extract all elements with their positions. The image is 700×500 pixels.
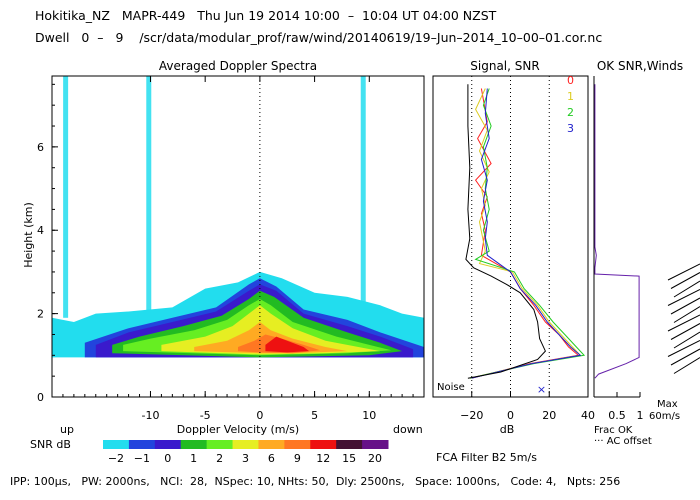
colorbar-swatch	[128, 440, 156, 449]
artifact-stripe	[146, 76, 152, 318]
colorbar-swatch	[310, 440, 337, 449]
dwell-file-path: Dwell 0 – 9 /scr/data/modular_prof/raw/w…	[35, 30, 603, 45]
colorbar-tick-label: 1	[190, 452, 197, 465]
wind-arrow	[673, 331, 700, 349]
spectra-panel: -10 -5 0 5 10 0 2 4 6	[37, 75, 425, 422]
signal-series-2	[469, 88, 586, 379]
legend-entry-0: 0	[567, 74, 574, 87]
colorbar-swatch	[180, 440, 208, 449]
x-tick-label: 5	[311, 409, 318, 422]
wind-arrow	[670, 348, 700, 366]
y-tick-label: 2	[37, 308, 44, 321]
winds-x-tick-label: 0.5	[608, 409, 626, 422]
winds-x-tick-label: 1	[637, 409, 644, 422]
frac-ok-label: Frac OK	[594, 425, 633, 436]
signal-series-1	[469, 88, 582, 379]
signal-series-3	[471, 88, 582, 379]
signal-series-0	[471, 88, 580, 379]
legend-entry-2: 2	[567, 106, 574, 119]
wind-arrow	[670, 297, 700, 315]
signal-x-tick-label: 0	[507, 409, 514, 422]
wind-arrow	[673, 306, 700, 323]
colorbar-tick-label: −1	[134, 452, 150, 465]
signal-title: Signal, SNR	[470, 59, 539, 73]
wind-arrow	[673, 280, 700, 298]
legend-entry-1: 1	[567, 90, 574, 103]
y-tick-label: 6	[37, 141, 44, 154]
snr-contour-12	[265, 336, 310, 353]
winds-title: OK SNR,Winds	[597, 59, 683, 73]
snr-colorbar: −2 −1 0 1 2 3 6 9 12 15 20	[103, 440, 389, 465]
radar-parameters: IPP: 100μs, PW: 2000ns, NCI: 28, NSpec: …	[10, 475, 621, 488]
colorbar-swatch	[154, 440, 182, 449]
wind-arrow	[667, 340, 700, 357]
spectra-title: Averaged Doppler Spectra	[159, 59, 317, 73]
ac-offset-label: ··· AC offset	[594, 436, 652, 447]
x-axis-label: Doppler Velocity (m/s)	[177, 423, 299, 436]
colorbar-tick-label: 20	[368, 452, 382, 465]
signal-panel: −20 0 20 40 0 1 2 3 ×	[432, 74, 595, 422]
down-label: down	[393, 423, 423, 436]
colorbar-tick-label: 15	[342, 452, 356, 465]
signal-x-tick-label: 40	[581, 409, 595, 422]
plot-title: Hokitika_NZ MAPR-449 Thu Jun 19 2014 10:…	[35, 8, 497, 23]
artifact-stripe	[63, 76, 69, 318]
colorbar-tick-label: 3	[242, 452, 249, 465]
snr-db-label: SNR dB	[30, 438, 71, 451]
noise-marker: ×	[537, 383, 546, 396]
colorbar-swatch	[362, 440, 389, 449]
winds-panel: 0.5 1	[593, 76, 700, 422]
colorbar-swatch	[232, 440, 259, 449]
wind-arrow	[670, 272, 700, 289]
x-tick-label: -10	[141, 409, 159, 422]
max-speed-label: 60m/s	[649, 411, 680, 422]
colorbar-swatch	[284, 440, 311, 449]
x-tick-label: 10	[362, 409, 376, 422]
y-axis-label: Height (km)	[22, 202, 35, 268]
colorbar-swatch	[336, 440, 363, 449]
colorbar-tick-label: 2	[216, 452, 223, 465]
artifact-stripe	[360, 76, 366, 318]
colorbar-swatch	[206, 440, 234, 449]
y-tick-label: 0	[37, 391, 44, 404]
wind-arrow	[670, 323, 700, 340]
signal-x-tick-label: −20	[460, 409, 483, 422]
signal-x-label: dB	[500, 423, 515, 436]
colorbar-tick-label: −2	[108, 452, 124, 465]
up-label: up	[60, 423, 74, 436]
colorbar-swatch	[258, 440, 285, 449]
signal-series-noise	[465, 84, 546, 379]
signal-x-tick-label: 20	[542, 409, 556, 422]
colorbar-tick-label: 6	[268, 452, 275, 465]
noise-label: Noise	[437, 382, 465, 393]
frac-ok-line	[594, 84, 640, 379]
legend-entry-3: 3	[567, 122, 574, 135]
x-tick-label: -5	[200, 409, 211, 422]
wind-arrow	[667, 263, 700, 281]
colorbar-tick-label: 12	[316, 452, 330, 465]
colorbar-tick-label: 9	[294, 452, 301, 465]
x-tick-label: 0	[256, 409, 263, 422]
colorbar-swatch	[103, 440, 130, 449]
wind-arrow	[667, 314, 700, 332]
y-tick-label: 4	[37, 224, 44, 237]
fca-filter-label: FCA Filter B2 5m/s	[436, 451, 537, 464]
wind-arrow	[667, 289, 700, 306]
max-label: Max	[657, 399, 678, 410]
wind-arrow	[673, 357, 700, 374]
snr-contour-3	[161, 305, 381, 355]
colorbar-tick-label: 0	[164, 452, 171, 465]
